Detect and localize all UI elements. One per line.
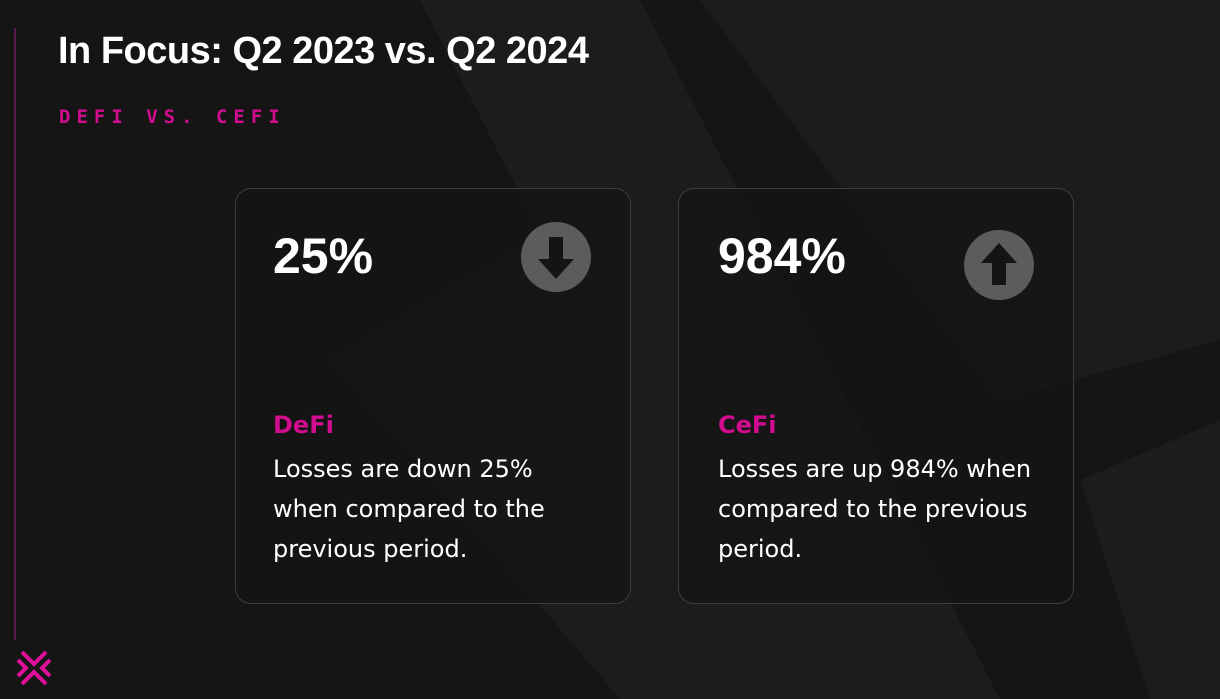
down-arrow-icon [521,222,591,292]
card: 25% DeFi Losses are down 25% when compar… [235,188,631,604]
accent-line [14,28,16,640]
card-text: Losses are up 984% when compared to the … [718,455,1032,563]
logo [16,650,52,686]
card-label: CeFi [718,411,777,439]
card: 984% CeFi Losses are up 984% when compar… [678,188,1074,604]
title: In Focus: Q2 2023 vs. Q2 2024 [58,30,589,72]
card-value: 984% [718,228,846,284]
card-value: 25% [273,228,374,284]
card-text: Losses are down 25% when compared to the… [273,455,545,563]
subtitle: DEFI VS. CEFI [59,106,286,128]
up-arrow-icon [964,230,1034,300]
card-label: DeFi [273,411,334,439]
